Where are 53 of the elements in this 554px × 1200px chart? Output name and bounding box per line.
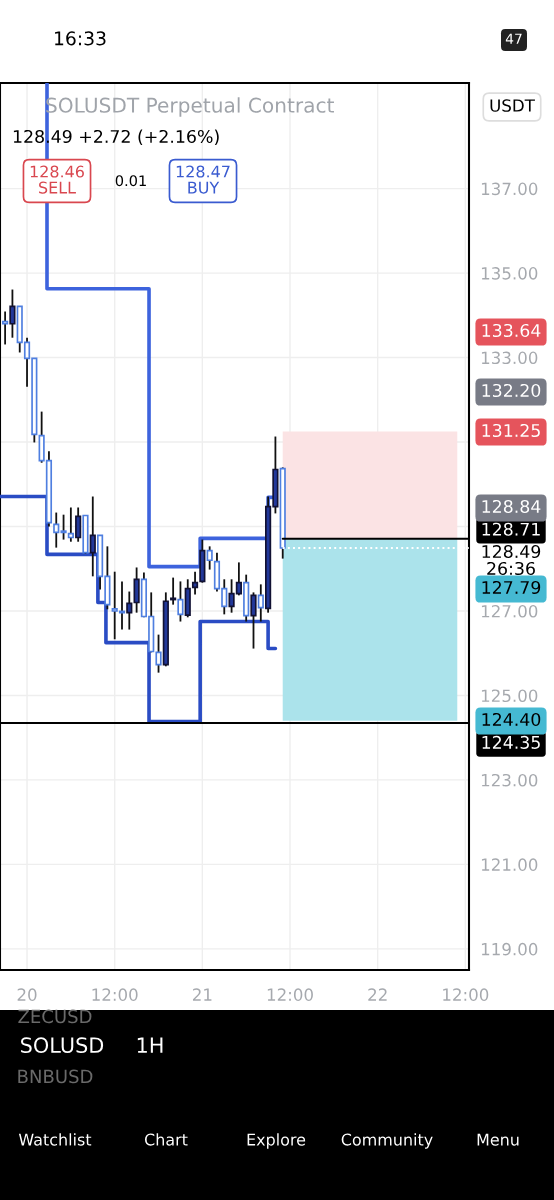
candlestick — [75, 506, 82, 543]
candlestick — [126, 590, 133, 631]
y-tick-label: 133.00 — [481, 351, 538, 365]
text: 47 — [505, 33, 522, 44]
x-tick-label: 21 — [192, 988, 212, 1001]
y-tick-label: 135.00 — [481, 267, 538, 280]
text: BNBUSD — [18, 1069, 93, 1084]
text: USDT — [490, 99, 535, 112]
y-tick-label: 137.00 — [481, 182, 538, 196]
candlestick — [177, 580, 184, 623]
y-tick-label: 127.00 — [481, 604, 538, 618]
candlestick — [191, 570, 199, 596]
text: Watchlist — [18, 1133, 92, 1146]
x-tick-label: 12:00 — [92, 988, 138, 1001]
text: Explore — [247, 1133, 306, 1149]
text: 26:36 — [487, 561, 535, 576]
text: 127.79 — [482, 580, 541, 595]
candlestick — [206, 545, 213, 571]
x-tick-label: 22 — [368, 988, 387, 1001]
candlestick — [133, 566, 140, 614]
text: 124.40 — [482, 712, 541, 727]
ref-line-label: 124.35 — [482, 735, 540, 749]
text: 133.64 — [482, 323, 541, 338]
x-tick-label: 12:00 — [443, 988, 489, 1001]
candlestick — [170, 576, 177, 606]
text: 16:33 — [55, 31, 106, 46]
text: 1H — [137, 1037, 163, 1053]
text: 132.20 — [482, 383, 541, 398]
y-tick-label: 121.00 — [481, 858, 538, 871]
ref-line-label: 128.71 — [482, 522, 540, 536]
annotation: 0.01 — [115, 175, 146, 187]
text: SOLUSD — [21, 1037, 104, 1054]
y-tick-label: 119.00 — [481, 942, 538, 956]
candlestick — [9, 288, 16, 339]
y-tick-label: 123.00 — [481, 773, 538, 787]
candlestick — [257, 583, 264, 623]
candlestick — [155, 633, 162, 674]
candlestick — [250, 591, 257, 650]
text: 131.25 — [482, 423, 540, 438]
candlestick — [67, 506, 74, 543]
text: ZECUSD — [18, 1009, 92, 1024]
ref-line-label: 128.49 — [482, 544, 541, 559]
text: Menu — [477, 1133, 519, 1146]
candlestick — [2, 310, 9, 346]
text: 128.84 — [482, 499, 541, 514]
y-tick-label: 125.00 — [481, 689, 538, 703]
annotation: 128.47 BUY — [176, 165, 230, 194]
text: Community — [341, 1133, 433, 1149]
text: Chart — [144, 1133, 188, 1146]
x-tick-label: 20 — [17, 988, 37, 1001]
candlestick — [89, 495, 96, 578]
x-tick-label: 12:00 — [267, 988, 313, 1001]
annotation: 128.46 SELL — [30, 165, 84, 194]
